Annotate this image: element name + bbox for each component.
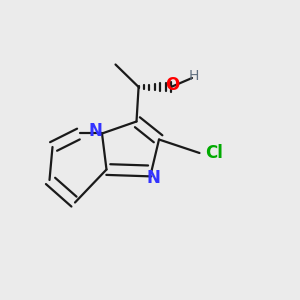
- Text: N: N: [88, 122, 102, 140]
- Text: H: H: [188, 69, 199, 82]
- Text: O: O: [165, 76, 180, 94]
- Text: N: N: [147, 169, 161, 187]
- Text: Cl: Cl: [205, 144, 223, 162]
